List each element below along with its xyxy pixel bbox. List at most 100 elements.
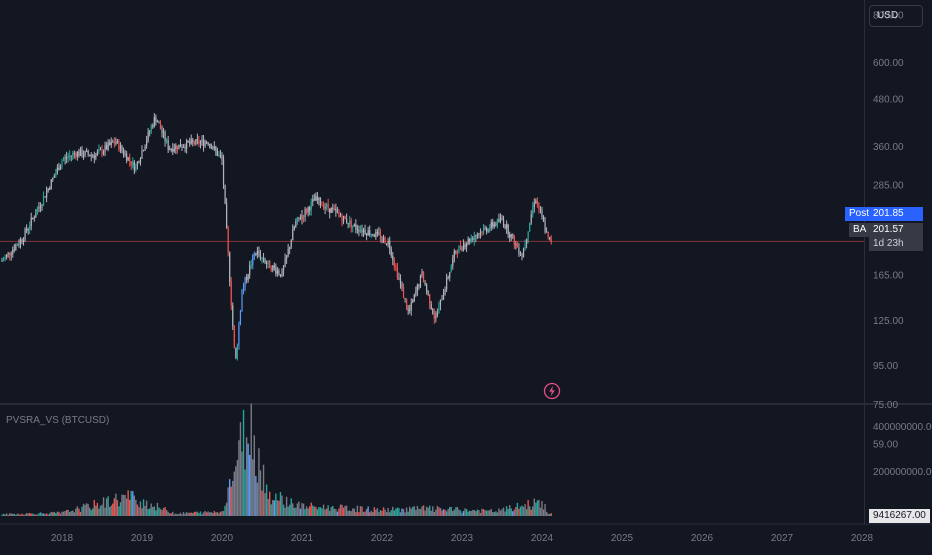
candle-body xyxy=(444,289,446,295)
candle-body xyxy=(198,140,200,144)
volume-bar xyxy=(493,512,496,516)
candle-body xyxy=(96,152,98,155)
candle-body xyxy=(104,145,106,152)
volume-bar xyxy=(50,511,52,516)
candle-body xyxy=(401,283,403,288)
volume-bar xyxy=(292,503,294,516)
volume-bar xyxy=(204,510,206,516)
volume-indicator-title[interactable]: PVSRA_VS (BTCUSD) xyxy=(6,415,110,426)
volume-bar xyxy=(161,510,163,516)
volume-bar xyxy=(362,512,365,516)
candle-body xyxy=(336,211,338,213)
volume-bar xyxy=(188,512,191,516)
volume-bar xyxy=(298,501,300,516)
volume-bar xyxy=(370,510,372,516)
volume-bar xyxy=(35,514,37,516)
candle-body xyxy=(432,308,434,314)
price-tick-label: 59.00 xyxy=(873,440,898,451)
candle-body xyxy=(70,155,72,157)
candle-body xyxy=(499,218,502,222)
candle-body xyxy=(306,209,308,213)
volume-bar xyxy=(122,494,125,516)
candle-body xyxy=(16,244,18,246)
candle-body xyxy=(55,173,57,177)
candle-body xyxy=(493,224,495,227)
volume-bar xyxy=(228,479,231,516)
candle-body xyxy=(459,245,462,249)
candle-body xyxy=(410,302,412,310)
candle-body xyxy=(81,149,83,157)
candle-body xyxy=(167,140,169,150)
candle-body xyxy=(333,208,335,210)
candle-body xyxy=(113,142,115,144)
volume-bar xyxy=(301,503,303,516)
candle-body xyxy=(204,142,206,146)
volume-bar xyxy=(222,510,225,516)
volume-bar xyxy=(270,504,272,516)
candle-body xyxy=(10,253,12,256)
volume-bar xyxy=(245,437,248,516)
candle-body xyxy=(42,196,45,205)
candle-body xyxy=(33,217,35,219)
volume-bar xyxy=(22,514,25,516)
volume-bar xyxy=(342,507,345,516)
volume-bar xyxy=(10,513,12,516)
candle-body xyxy=(487,230,489,232)
candle-body xyxy=(439,299,442,306)
volume-bar xyxy=(239,422,242,516)
volume-bar xyxy=(299,508,302,516)
volume-bar xyxy=(364,511,366,516)
candle-body xyxy=(101,149,103,154)
volume-bar xyxy=(485,510,488,516)
volume-bar xyxy=(316,509,319,516)
volume-bar xyxy=(372,511,374,516)
volume-bar xyxy=(27,513,29,516)
volume-bar xyxy=(275,493,277,516)
candle-body xyxy=(170,148,172,150)
candle-body xyxy=(430,304,432,309)
candle-body xyxy=(150,126,152,132)
candle-body xyxy=(235,347,237,359)
candle-body xyxy=(289,247,291,249)
volume-bar xyxy=(358,512,360,516)
candle-body xyxy=(446,277,448,290)
lightning-icon[interactable] xyxy=(543,382,561,400)
volume-bar xyxy=(345,505,348,516)
currency-button[interactable]: USD xyxy=(869,5,923,27)
candle-body xyxy=(175,145,177,150)
volume-bar xyxy=(19,514,22,516)
volume-bar xyxy=(296,503,299,516)
volume-bar xyxy=(310,502,312,516)
candle-body xyxy=(422,271,425,283)
candle-body xyxy=(506,224,508,229)
volume-bar xyxy=(375,509,377,516)
candle-body xyxy=(90,155,92,157)
candle-body xyxy=(510,234,512,238)
volume-bar xyxy=(487,510,489,516)
volume-bar xyxy=(498,508,500,516)
candle-body xyxy=(358,229,360,232)
candle-body xyxy=(489,227,491,231)
candle-body xyxy=(309,207,311,211)
candle-body xyxy=(153,117,155,127)
price-tick-label: 75.00 xyxy=(873,400,898,411)
volume-bar xyxy=(268,491,271,516)
candle-body xyxy=(18,244,20,246)
candle-body xyxy=(261,257,263,259)
volume-bar xyxy=(287,506,289,516)
volume-bar xyxy=(113,498,116,516)
volume-bar xyxy=(138,507,140,516)
volume-bar xyxy=(65,509,68,516)
volume-bar xyxy=(392,506,394,516)
candle-body xyxy=(313,199,315,201)
candle-body xyxy=(119,145,122,150)
volume-bar xyxy=(282,504,285,516)
volume-bar xyxy=(175,513,177,516)
candle-body xyxy=(109,142,111,145)
volume-bar xyxy=(484,509,486,516)
volume-bar xyxy=(322,504,325,516)
volume-bar xyxy=(415,509,417,516)
candle-body xyxy=(409,309,411,311)
